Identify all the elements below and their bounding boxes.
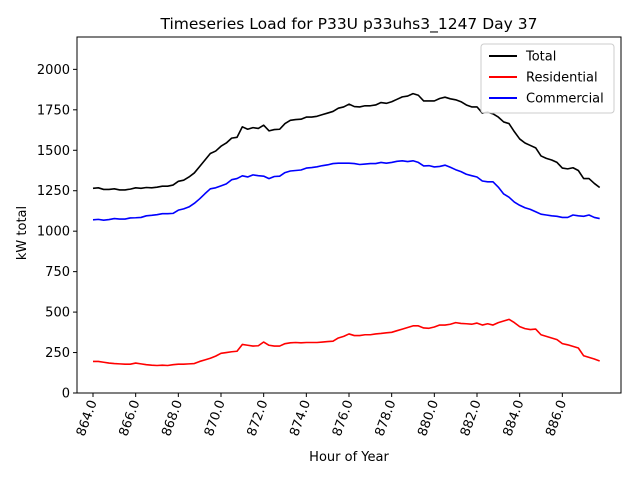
series-line-commercial xyxy=(92,159,600,221)
chart-title: Timeseries Load for P33U p33uhs3_1247 Da… xyxy=(160,15,538,34)
y-tick-label: 500 xyxy=(45,306,70,321)
y-tick-label: 750 xyxy=(45,265,70,280)
legend-label-residential: Residential xyxy=(526,71,598,86)
legend-label-total: Total xyxy=(525,50,556,65)
x-axis-label: Hour of Year xyxy=(309,450,389,465)
series-line-total xyxy=(92,92,601,191)
y-tick-label: 2000 xyxy=(37,63,70,78)
y-tick-label: 0 xyxy=(62,387,70,402)
y-tick-label: 250 xyxy=(45,346,70,361)
legend-label-commercial: Commercial xyxy=(526,92,604,107)
y-tick-label: 1750 xyxy=(37,103,70,118)
y-tick-label: 1500 xyxy=(37,144,70,159)
series-line-residential xyxy=(93,318,600,367)
y-axis-label: kW total xyxy=(15,206,30,260)
legend: Total Residential Commercial xyxy=(480,43,615,114)
legend-box xyxy=(480,43,615,114)
y-tick-label: 1250 xyxy=(37,184,70,199)
y-tick-label: 1000 xyxy=(37,225,70,240)
